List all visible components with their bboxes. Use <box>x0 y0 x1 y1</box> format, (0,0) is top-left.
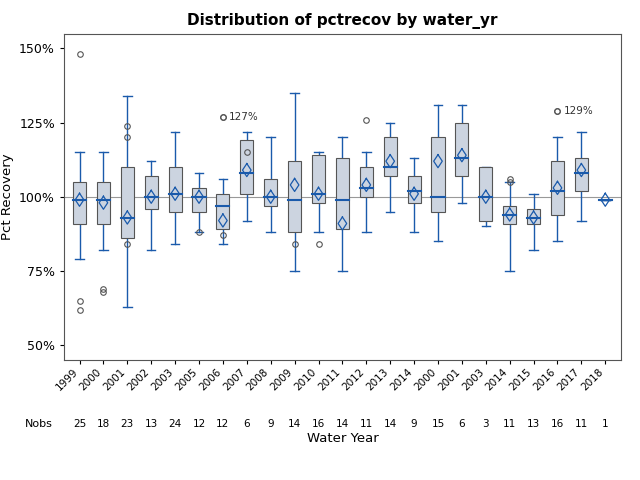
Text: 12: 12 <box>193 419 205 429</box>
Bar <box>264 179 277 206</box>
Bar <box>168 167 182 212</box>
Text: 6: 6 <box>243 419 250 429</box>
Bar <box>240 141 253 194</box>
Bar <box>360 167 373 197</box>
Bar <box>121 167 134 239</box>
Text: 9: 9 <box>268 419 274 429</box>
Text: 24: 24 <box>168 419 182 429</box>
Bar <box>455 122 468 176</box>
Bar <box>383 137 397 176</box>
Text: 25: 25 <box>73 419 86 429</box>
Text: 16: 16 <box>551 419 564 429</box>
Text: 14: 14 <box>336 419 349 429</box>
Bar <box>551 161 564 215</box>
Bar <box>97 182 110 224</box>
Text: 14: 14 <box>288 419 301 429</box>
Bar <box>408 176 420 203</box>
Bar <box>527 209 540 224</box>
Bar <box>336 158 349 229</box>
Text: 129%: 129% <box>563 106 593 116</box>
Text: 15: 15 <box>431 419 445 429</box>
Bar <box>193 188 205 212</box>
Title: Distribution of pctrecov by water_yr: Distribution of pctrecov by water_yr <box>187 13 498 29</box>
Bar <box>216 194 230 229</box>
Text: 9: 9 <box>411 419 417 429</box>
Bar <box>575 158 588 191</box>
Text: 14: 14 <box>383 419 397 429</box>
Text: 11: 11 <box>503 419 516 429</box>
Y-axis label: Pct Recovery: Pct Recovery <box>1 154 13 240</box>
Text: 6: 6 <box>459 419 465 429</box>
Bar <box>479 167 492 220</box>
Text: 13: 13 <box>145 419 158 429</box>
Bar <box>431 137 445 212</box>
Text: 12: 12 <box>216 419 230 429</box>
Bar <box>312 155 325 203</box>
Text: 16: 16 <box>312 419 325 429</box>
Bar <box>288 161 301 232</box>
Text: Nobs: Nobs <box>25 419 53 429</box>
X-axis label: Water Year: Water Year <box>307 432 378 444</box>
Bar <box>73 182 86 224</box>
Text: 127%: 127% <box>229 112 259 122</box>
Text: 18: 18 <box>97 419 110 429</box>
Text: 13: 13 <box>527 419 540 429</box>
Text: 11: 11 <box>360 419 373 429</box>
Bar <box>145 176 158 209</box>
Bar <box>503 206 516 224</box>
Text: 1: 1 <box>602 419 609 429</box>
Text: 3: 3 <box>483 419 489 429</box>
Text: 23: 23 <box>121 419 134 429</box>
Text: 11: 11 <box>575 419 588 429</box>
